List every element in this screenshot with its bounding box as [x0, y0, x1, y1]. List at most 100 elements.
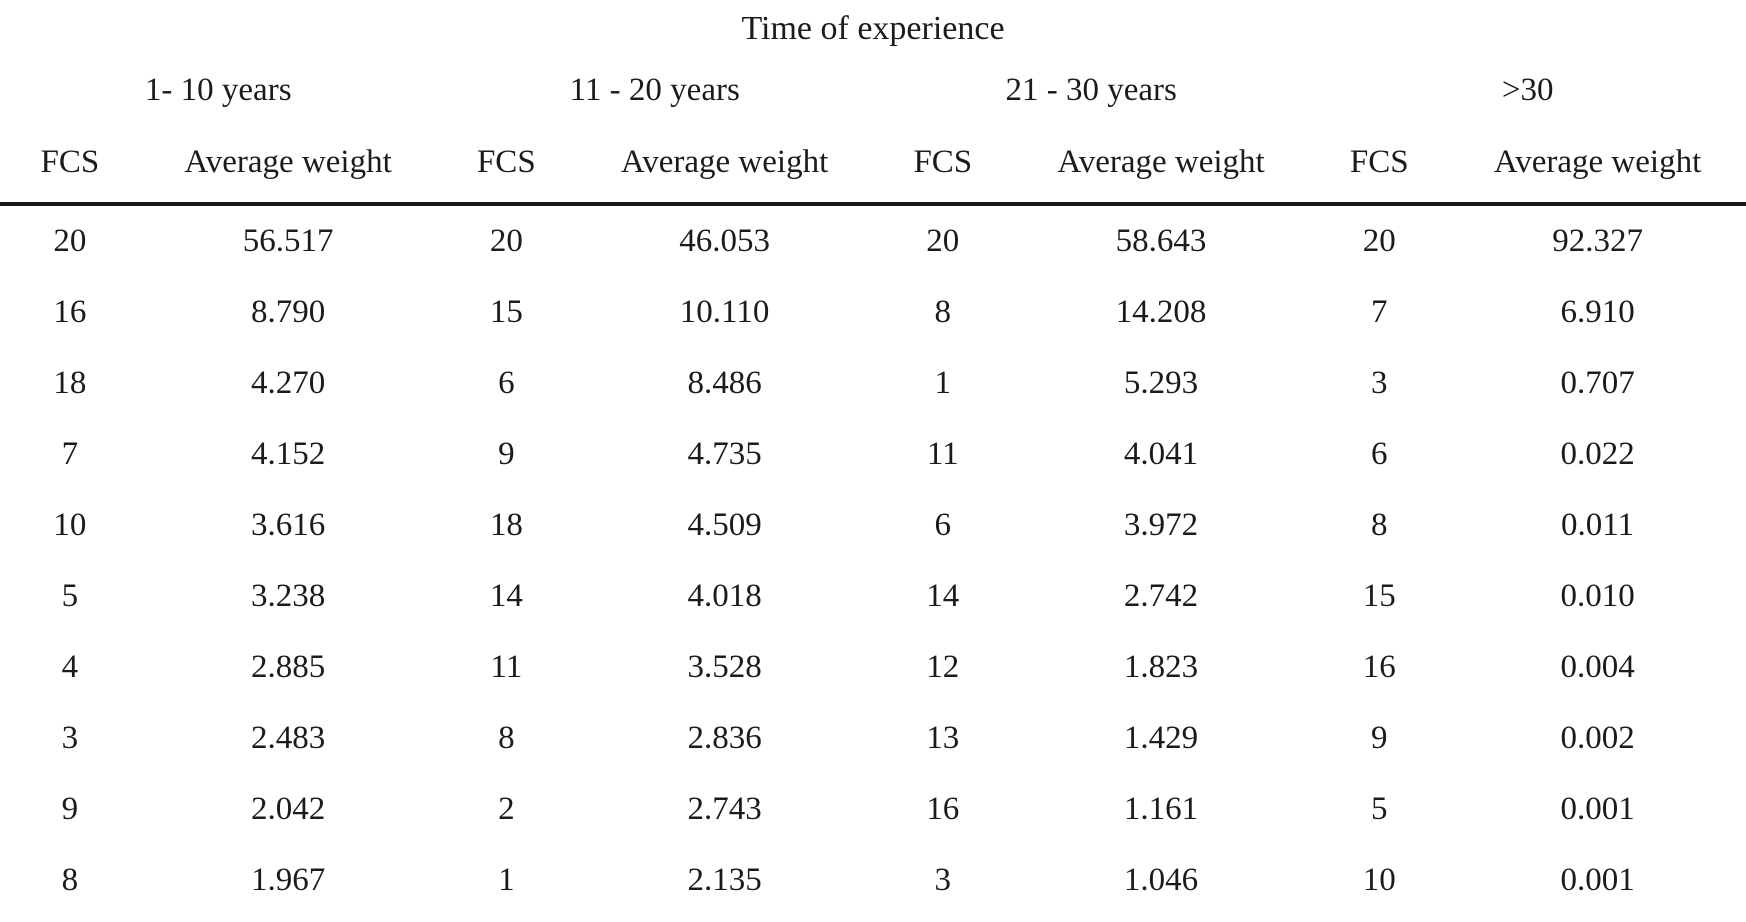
fcs-value: 8	[498, 720, 515, 756]
experience-group-header-row: 1- 10 years 11 - 20 years 21 - 30 years …	[0, 58, 1746, 122]
fcs-value: 20	[1362, 223, 1396, 259]
fcs-value: 20	[53, 223, 87, 259]
fcs-value: 16	[926, 791, 960, 827]
fcs-value: 14	[489, 578, 523, 614]
fcs-value: 16	[53, 294, 87, 330]
average-weight-value: 1.967	[250, 862, 326, 898]
average-weight-value: 1.046	[1123, 862, 1199, 898]
average-weight-value: 3.972	[1123, 507, 1199, 543]
weight-header-1: Average weight	[139, 122, 437, 206]
fcs-value: 3	[934, 862, 952, 898]
fcs-value: 5	[61, 578, 79, 614]
average-weight-value: 0.022	[1560, 436, 1635, 472]
fcs-header-3: FCS	[872, 122, 1013, 206]
average-weight-value: 2.885	[250, 649, 326, 685]
fcs-value: 1	[498, 862, 515, 898]
table-title: Time of experience	[741, 10, 1005, 47]
fcs-value: 18	[489, 507, 523, 543]
weight-header-4: Average weight	[1449, 122, 1746, 206]
table-row: 20 56.517 20 46.053 20 58.643 20 92.327	[0, 204, 1746, 277]
average-weight-value: 4.735	[687, 436, 762, 472]
fcs-value: 8	[934, 294, 952, 330]
table-body: 20 56.517 20 46.053 20 58.643 20 92.327 16 8.790 1…	[0, 204, 1746, 916]
average-weight-value: 0.001	[1560, 791, 1635, 827]
fcs-value: 13	[926, 720, 960, 756]
fcs-value: 20	[926, 223, 960, 259]
fcs-value: 6	[498, 365, 515, 401]
average-weight-value: 0.011	[1561, 507, 1635, 543]
fcs-value: 9	[498, 436, 515, 472]
average-weight-value: 2.483	[250, 720, 326, 756]
average-weight-value: 1.161	[1123, 791, 1199, 827]
fcs-header-4: FCS	[1309, 122, 1450, 206]
fcs-value: 16	[1362, 649, 1396, 685]
average-weight-value: 56.517	[242, 223, 334, 259]
average-weight-value: 92.327	[1552, 223, 1643, 259]
average-weight-value: 46.053	[679, 223, 770, 259]
table-row: 3 2.483 8 2.836 13 1.429 9 0.002	[0, 703, 1746, 774]
fcs-header-2: FCS	[436, 122, 577, 206]
weight-header-2: Average weight	[576, 122, 873, 206]
table-row: 9 2.042 2 2.743 16 1.161 5 0.001	[0, 774, 1746, 845]
average-weight-value: 3.616	[250, 507, 326, 543]
fcs-value: 11	[926, 436, 959, 472]
average-weight-value: 4.270	[250, 365, 326, 401]
fcs-value: 4	[61, 649, 79, 685]
fcs-value: 20	[489, 223, 523, 259]
fcs-value: 5	[1371, 791, 1388, 827]
average-weight-value: 0.002	[1560, 720, 1635, 756]
table-row: 7 4.152 9 4.735 11 4.041 6 0.022	[0, 419, 1746, 490]
average-weight-value: 0.001	[1560, 862, 1635, 898]
average-weight-value: 8.790	[250, 294, 326, 330]
table-row: 4 2.885 11 3.528 12 1.823 16 0.004	[0, 632, 1746, 703]
average-weight-value: 6.910	[1560, 294, 1635, 330]
fcs-value: 3	[1371, 365, 1388, 401]
average-weight-value: 1.823	[1123, 649, 1199, 685]
table-row: 5 3.238 14 4.018 14 2.742 15 0.010	[0, 561, 1746, 632]
table-row: 8 1.967 1 2.135 3 1.046 10 0.001	[0, 845, 1746, 916]
average-weight-value: 58.643	[1115, 223, 1207, 259]
fcs-value: 12	[926, 649, 960, 685]
average-weight-value: 3.238	[250, 578, 326, 614]
fcs-value: 18	[53, 365, 87, 401]
fcs-value: 6	[934, 507, 952, 543]
weight-header-3: Average weight	[1012, 122, 1310, 206]
average-weight-value: 1.429	[1123, 720, 1199, 756]
fcs-value: 2	[498, 791, 515, 827]
column-header-row: FCS Average weight FCS Average weight FC…	[0, 122, 1746, 206]
average-weight-value: 4.018	[687, 578, 762, 614]
average-weight-value: 2.135	[687, 862, 762, 898]
fcs-value: 6	[1371, 436, 1388, 472]
average-weight-value: 2.836	[687, 720, 762, 756]
average-weight-value: 4.041	[1123, 436, 1199, 472]
fcs-value: 9	[1371, 720, 1388, 756]
group-header-1-10-years: 1- 10 years	[144, 71, 292, 108]
average-weight-value: 4.509	[687, 507, 762, 543]
fcs-value: 15	[1362, 578, 1396, 614]
average-weight-value: 8.486	[687, 365, 762, 401]
fcs-value: 1	[934, 365, 952, 401]
fcs-value: 14	[926, 578, 960, 614]
average-weight-value: 0.707	[1560, 365, 1635, 401]
fcs-value: 7	[61, 436, 79, 472]
fcs-value: 11	[490, 649, 523, 685]
fcs-header-1: FCS	[0, 122, 140, 206]
average-weight-value: 2.743	[687, 791, 762, 827]
fcs-value: 10	[1362, 862, 1396, 898]
average-weight-value: 3.528	[687, 649, 762, 685]
fcs-value: 8	[1371, 507, 1388, 543]
average-weight-value: 2.042	[250, 791, 326, 827]
average-weight-value: 0.010	[1560, 578, 1635, 614]
group-header-11-20-years: 11 - 20 years	[569, 71, 740, 108]
average-weight-value: 2.742	[1123, 578, 1199, 614]
fcs-value: 7	[1371, 294, 1388, 330]
group-header-over-30: >30	[1501, 71, 1554, 108]
table-row: 10 3.616 18 4.509 6 3.972 8 0.011	[0, 490, 1746, 561]
fcs-value: 8	[61, 862, 79, 898]
group-header-21-30-years: 21 - 30 years	[1005, 71, 1177, 108]
average-weight-value: 10.110	[679, 294, 770, 330]
average-weight-value: 14.208	[1115, 294, 1207, 330]
fcs-value: 10	[53, 507, 87, 543]
